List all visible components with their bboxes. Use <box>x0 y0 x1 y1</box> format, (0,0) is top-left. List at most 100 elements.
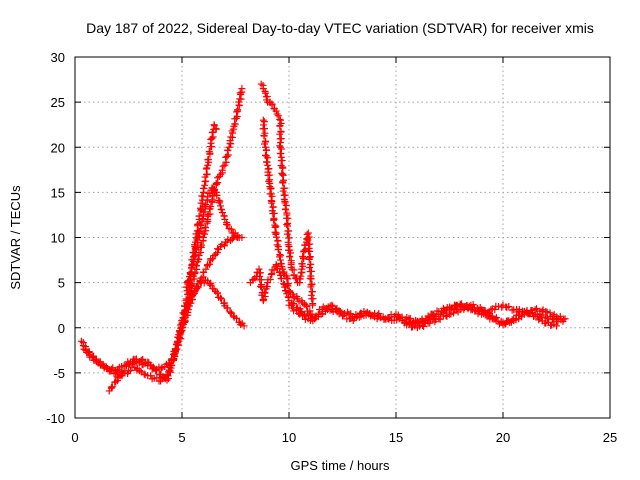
data-point <box>249 275 257 283</box>
data-point <box>217 294 225 302</box>
data-point <box>380 316 388 324</box>
data-point <box>137 356 145 364</box>
data-point <box>299 252 307 260</box>
data-point <box>279 179 287 187</box>
data-point <box>295 309 303 317</box>
data-point <box>274 246 282 254</box>
data-point <box>299 254 307 262</box>
data-point <box>221 242 229 250</box>
series-track-5 <box>182 184 242 291</box>
data-point <box>194 239 202 247</box>
data-point <box>203 219 211 227</box>
data-point <box>270 216 278 224</box>
series-track-7 <box>259 116 319 323</box>
x-tick-label: 0 <box>71 430 78 445</box>
data-point <box>285 234 293 242</box>
data-point <box>256 269 264 277</box>
data-point <box>375 310 383 318</box>
data-point <box>139 355 147 363</box>
data-point <box>110 370 118 378</box>
data-point <box>224 304 232 312</box>
y-tick-label: 0 <box>58 321 65 336</box>
data-point <box>260 132 268 140</box>
data-point <box>430 311 438 319</box>
axis-ticks: 0 5 10 15 20 25 -10 -5 0 5 10 15 20 25 30 <box>46 50 617 445</box>
data-point <box>187 287 195 295</box>
data-point <box>272 233 280 241</box>
data-point <box>201 230 209 238</box>
data-point <box>384 315 392 323</box>
data-point <box>202 265 210 273</box>
x-tick-label: 20 <box>496 430 510 445</box>
data-point <box>559 317 567 325</box>
data-point <box>463 302 471 310</box>
data-point <box>201 224 209 232</box>
data-point <box>190 275 198 283</box>
data-point <box>503 317 511 325</box>
data-point <box>464 305 472 313</box>
data-point <box>153 366 161 374</box>
data-point <box>221 161 229 169</box>
data-point <box>208 129 216 137</box>
data-point <box>263 282 271 290</box>
data-point <box>283 230 291 238</box>
data-point <box>304 236 312 244</box>
data-point <box>307 260 315 268</box>
data-point <box>187 264 195 272</box>
data-point <box>508 316 516 324</box>
data-point <box>226 308 234 316</box>
data-point <box>206 280 214 288</box>
data-point <box>272 222 280 230</box>
data-point <box>279 187 287 195</box>
data-point <box>213 191 221 199</box>
data-point <box>276 253 284 261</box>
data-point <box>225 143 233 151</box>
data-point <box>276 142 284 150</box>
data-point <box>217 205 225 213</box>
data-points <box>77 80 569 395</box>
data-point <box>196 277 204 285</box>
data-point <box>201 202 209 210</box>
data-point <box>198 215 206 223</box>
data-point <box>479 307 487 315</box>
data-point <box>218 166 226 174</box>
data-point <box>215 199 223 207</box>
data-point <box>184 278 192 286</box>
data-point <box>363 308 371 316</box>
data-point <box>263 158 271 166</box>
data-point <box>206 260 214 268</box>
data-point <box>217 202 225 210</box>
y-axis-label: SDTVAR / TECUs <box>8 185 23 290</box>
data-point <box>276 149 284 157</box>
data-point <box>181 311 189 319</box>
data-point <box>377 314 385 322</box>
data-point <box>203 170 211 178</box>
data-point <box>303 303 311 311</box>
data-point <box>192 244 200 252</box>
y-tick-label: 30 <box>51 50 65 65</box>
data-point <box>261 289 269 297</box>
data-point <box>192 262 200 270</box>
data-point <box>276 143 284 151</box>
data-point <box>274 237 282 245</box>
data-point <box>484 311 492 319</box>
data-point <box>167 361 175 369</box>
data-point <box>209 255 217 263</box>
data-point <box>220 212 228 220</box>
series-track-2 <box>105 121 220 395</box>
data-point <box>197 243 205 251</box>
data-point <box>307 283 315 291</box>
data-point <box>173 345 181 353</box>
data-point <box>227 225 235 233</box>
data-point <box>163 370 171 378</box>
data-point <box>276 271 284 279</box>
data-point <box>197 241 205 249</box>
data-point <box>323 306 331 314</box>
data-point <box>362 309 370 317</box>
data-point <box>281 205 289 213</box>
data-point <box>266 276 274 284</box>
data-point <box>196 204 204 212</box>
y-tick-label: 10 <box>51 231 65 246</box>
data-point <box>257 283 265 291</box>
